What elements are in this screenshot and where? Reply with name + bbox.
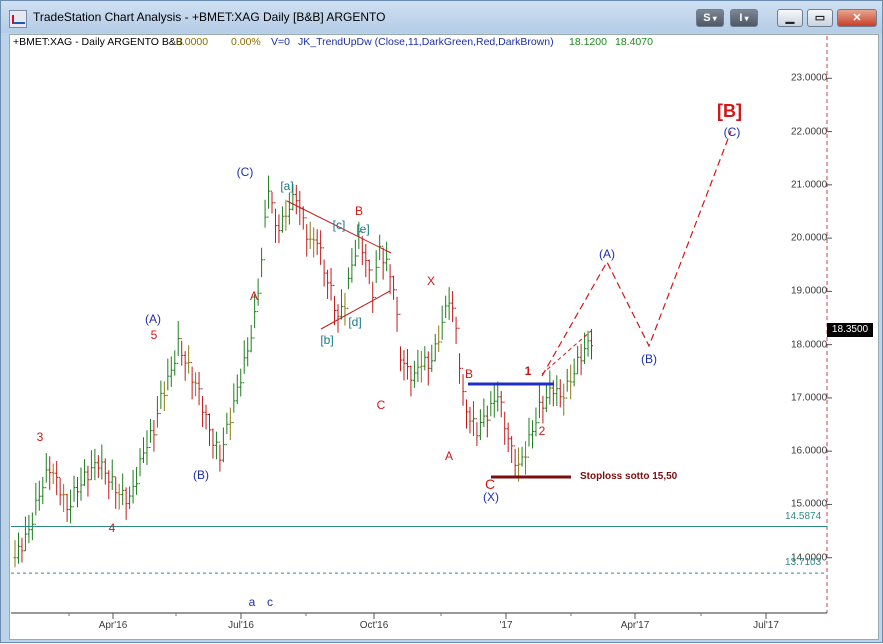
close-icon: ✕ xyxy=(852,12,862,24)
wave-label: [b] xyxy=(320,333,334,347)
wave-label: c xyxy=(267,595,273,609)
minimize-button[interactable]: ▁ xyxy=(777,9,803,27)
wave-label: (C) xyxy=(723,125,741,139)
wave-label: (B) xyxy=(641,352,657,366)
projection-path xyxy=(541,130,732,377)
chart-plot-area[interactable] xyxy=(9,34,879,640)
wave-label: (B) xyxy=(193,468,209,482)
wave-label: C xyxy=(376,398,386,412)
wave-label: a xyxy=(248,595,256,609)
x-tick-label: Apr'17 xyxy=(620,620,650,631)
wave-label: A xyxy=(249,289,259,303)
y-tick-label: 17.0000 xyxy=(791,392,828,404)
x-tick-label: Oct'16 xyxy=(359,620,389,631)
maximize-icon: ▭ xyxy=(814,12,826,24)
y-tick-label: 20.0000 xyxy=(791,232,828,244)
y-tick-label: 22.0000 xyxy=(791,126,828,138)
dropdown-arrow-icon: ▾ xyxy=(742,14,749,23)
wave-label: 2 xyxy=(538,424,546,438)
x-tick-label: '17 xyxy=(499,620,513,631)
close-button[interactable]: ✕ xyxy=(837,9,877,27)
wave-label: B xyxy=(464,367,474,381)
wave-label-big-b: [B] xyxy=(717,101,742,121)
wave-label: 3 xyxy=(36,430,44,444)
wave-label: A xyxy=(444,449,454,463)
level-label-lower: 13.7103 xyxy=(785,557,822,568)
y-tick-label: 15.0000 xyxy=(791,498,828,510)
wave-label: 4 xyxy=(108,521,116,535)
i-menu-button[interactable]: I ▾ xyxy=(730,9,758,27)
wave-label: (A) xyxy=(599,247,615,261)
symbol-info: +BMET:XAG - Daily ARGENTO B&B xyxy=(13,36,183,48)
y-tick-label: 16.0000 xyxy=(791,445,828,457)
y-tick-label: 18.0000 xyxy=(791,339,828,351)
wave-label: [a] xyxy=(280,179,294,193)
indicator-value-2: 18.4070 xyxy=(615,36,653,48)
x-tick-label: Apr'16 xyxy=(98,620,128,631)
triangle-lower-line xyxy=(320,290,391,330)
wave-label: X xyxy=(426,274,436,288)
chart-app-icon xyxy=(9,10,27,28)
y-tick-label: 14.0000 xyxy=(791,552,828,564)
dropdown-arrow-icon: ▾ xyxy=(710,14,717,23)
wave-label: (X) xyxy=(483,490,499,504)
projection-lead xyxy=(541,330,592,375)
maximize-button[interactable]: ▭ xyxy=(807,9,833,27)
level-label-upper: 14.5874 xyxy=(785,511,822,522)
x-tick-label: Jul'16 xyxy=(228,620,254,631)
indicator-name: JK_TrendUpDw (Close,11,DarkGreen,Red,Dar… xyxy=(298,36,554,48)
wave-label: [d] xyxy=(348,315,362,329)
y-tick-label: 23.0000 xyxy=(791,72,828,84)
wave-label: (C) xyxy=(236,165,254,179)
wave-label: B xyxy=(354,204,364,218)
change-value: 0.0000 xyxy=(176,36,209,48)
triangle-upper-line xyxy=(286,200,392,254)
stoploss-label: Stoploss sotto 15,50 xyxy=(580,471,678,482)
s-menu-button[interactable]: S ▾ xyxy=(696,9,724,27)
wave-label: 5 xyxy=(150,328,158,342)
window-title: TradeStation Chart Analysis - +BMET:XAG … xyxy=(33,10,386,24)
volume-value: V=0 xyxy=(271,36,290,48)
wave-label: [e] xyxy=(356,222,370,236)
title-bar[interactable]: TradeStation Chart Analysis - +BMET:XAG … xyxy=(1,1,882,33)
change-percent: 0.00% xyxy=(231,36,261,48)
indicator-value-1: 18.1200 xyxy=(569,36,607,48)
wave-label: C xyxy=(484,476,496,492)
wave-label: (A) xyxy=(145,312,161,326)
minimize-icon: ▁ xyxy=(785,12,795,24)
price-bars xyxy=(13,175,594,568)
y-tick-label: 19.0000 xyxy=(791,285,828,297)
x-tick-label: Jul'17 xyxy=(753,620,779,631)
wave-label: 1 xyxy=(524,364,532,378)
wave-label: [c] xyxy=(332,218,346,232)
last-price-marker: 18.3500 xyxy=(827,323,873,337)
y-tick-label: 21.0000 xyxy=(791,179,828,191)
